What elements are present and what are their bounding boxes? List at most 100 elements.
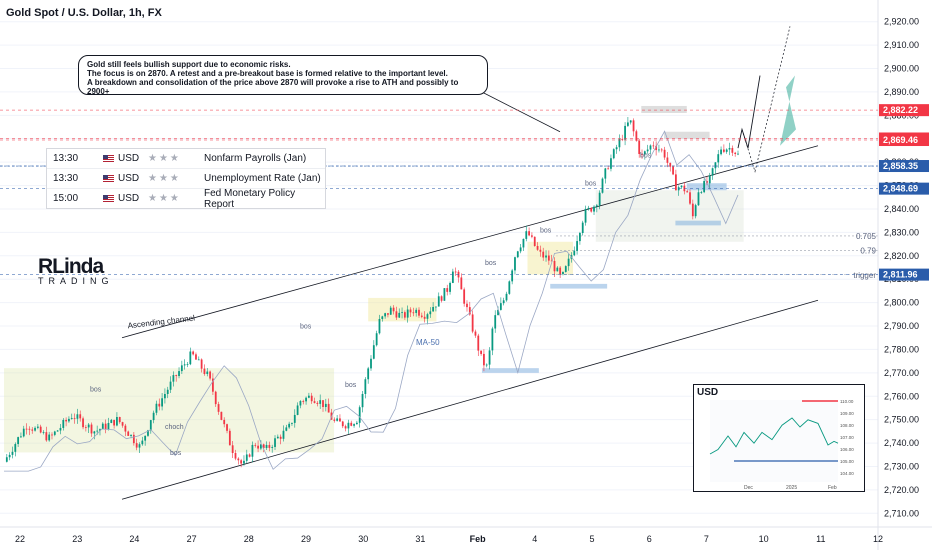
candle-body: [70, 417, 73, 419]
candle-body: [680, 185, 683, 188]
candle-body: [260, 444, 262, 449]
candle-body: [22, 428, 25, 437]
candle-body: [113, 419, 115, 426]
level-badge: [879, 134, 929, 147]
candle-body: [480, 350, 482, 354]
chart-annotation: MA-50: [416, 338, 440, 347]
candle-body: [728, 147, 731, 150]
x-tick-label: 30: [358, 534, 368, 544]
inset-plot-bg: [710, 400, 838, 482]
event-row[interactable]: 15:00 USD ★★★ Fed Monetary Policy Report: [47, 188, 325, 210]
zone: [641, 105, 687, 113]
candle-body: [347, 422, 350, 429]
logo-tagline: TRADING: [38, 276, 114, 286]
candle-body: [132, 434, 135, 444]
x-tick-label: 27: [187, 534, 197, 544]
candle-body: [279, 436, 282, 439]
y-tick-label: 2,920.00: [884, 17, 919, 27]
y-tick-label: 2,770.00: [884, 368, 919, 378]
candle-body: [223, 419, 226, 425]
candle-body: [344, 426, 347, 429]
candle-body: [627, 122, 629, 126]
candle-body: [8, 454, 11, 458]
candle-body: [429, 311, 432, 315]
chart-annotation: bos: [485, 260, 497, 267]
x-tick-label: 4: [532, 534, 537, 544]
x-tick-label: 6: [647, 534, 652, 544]
candle-body: [643, 151, 646, 155]
candle-body: [99, 429, 101, 431]
candle-body: [214, 391, 217, 405]
x-tick-label: 28: [244, 534, 254, 544]
x-tick-label: 12: [873, 534, 883, 544]
level-label: 2,882.22: [883, 105, 918, 115]
candle-body: [539, 249, 542, 252]
candle-body: [468, 307, 471, 315]
candle-body: [615, 147, 618, 150]
fib-label: 0.79: [860, 247, 876, 256]
zone: [675, 220, 721, 226]
candles: [5, 117, 739, 468]
inset-x-label: Feb: [828, 485, 837, 491]
candle-body: [110, 419, 113, 423]
candle-body: [36, 426, 39, 428]
inset-y-label: 107.00: [840, 435, 854, 440]
event-row[interactable]: 13:30 USD ★★★ Nonfarm Payrolls (Jan): [47, 149, 325, 169]
time-axis[interactable]: 22 23 24 27 28 29 30 31 Feb 4 5 6 7 10 11 12: [0, 526, 932, 544]
candle-body: [265, 444, 268, 449]
note-line: The focus is on 2870. A retest and a pre…: [87, 69, 448, 78]
candle-body: [387, 313, 389, 315]
inset-y-label: 109.00: [840, 411, 854, 416]
candle-body: [722, 149, 725, 152]
event-time: 15:00: [53, 193, 79, 204]
us-flag-icon: [103, 154, 114, 163]
candle-body: [474, 331, 477, 336]
candle-body: [200, 359, 203, 369]
candle-body: [443, 288, 446, 301]
candle-body: [547, 255, 550, 261]
candle-body: [203, 368, 206, 374]
candle-body: [669, 162, 672, 167]
candle-body: [446, 288, 449, 292]
candle-body: [164, 394, 166, 399]
candle-body: [522, 238, 525, 248]
candle-body: [42, 432, 45, 433]
candle-body: [660, 149, 663, 151]
candle-body: [584, 208, 587, 223]
bullish-arrow: [780, 75, 796, 146]
y-tick-label: 2,720.00: [884, 485, 919, 495]
candle-body: [691, 203, 694, 217]
candle-body: [310, 395, 313, 402]
candle-body: [418, 309, 420, 316]
candle-body: [697, 192, 700, 206]
candle-body: [641, 154, 643, 155]
us-flag-icon: [103, 194, 114, 203]
candle-body: [604, 168, 607, 179]
candle-body: [463, 289, 466, 304]
y-tick-label: 2,740.00: [884, 438, 919, 448]
candle-body: [192, 351, 195, 355]
inset-y-label: 110.00: [840, 399, 854, 404]
chart-annotation: bos: [585, 181, 597, 188]
zone: [4, 368, 335, 453]
candle-body: [725, 149, 728, 152]
y-tick-label: 2,800.00: [884, 298, 919, 308]
event-row[interactable]: 13:30 USD ★★★ Unemployment Rate (Jan): [47, 169, 325, 189]
candle-body: [435, 306, 437, 308]
candle-body: [175, 375, 178, 377]
level-badge: [879, 182, 929, 195]
inset-y-label: 108.00: [840, 423, 854, 428]
note-line: A breakdown and consolidation of the pri…: [87, 78, 459, 96]
candle-body: [161, 398, 163, 407]
candle-body: [528, 231, 530, 236]
chart-annotation: bos: [345, 382, 357, 389]
candle-body: [497, 309, 499, 316]
candle-body: [118, 417, 121, 423]
inset-y-label: 105.00: [840, 459, 854, 464]
candle-body: [370, 358, 372, 369]
candle-body: [437, 296, 440, 307]
event-currency: USD: [118, 173, 140, 184]
candle-body: [700, 192, 703, 193]
